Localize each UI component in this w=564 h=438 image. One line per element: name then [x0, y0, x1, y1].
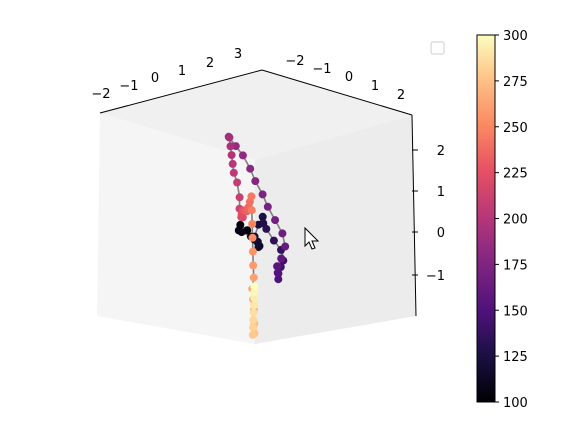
z-tick-label: 2 [437, 144, 445, 159]
cursor-arrow [304, 226, 320, 250]
colorbar-tick-label: 150 [503, 304, 528, 319]
data-point [235, 193, 244, 202]
data-point [226, 142, 235, 151]
data-point [249, 273, 258, 282]
data-point [233, 178, 242, 187]
x-tick-label: 3 [234, 47, 242, 62]
left-pane [97, 113, 255, 344]
legend-box [430, 41, 445, 55]
data-point [258, 190, 267, 199]
z-axis-line [411, 114, 417, 317]
colorbar-tick-label: 175 [503, 258, 528, 273]
data-point [225, 133, 234, 142]
data-point [258, 212, 267, 221]
colorbar-tick-label: 100 [503, 396, 528, 411]
data-point [248, 233, 257, 242]
data-point [249, 316, 258, 324]
x-tick-label: 2 [206, 56, 214, 71]
data-point [250, 301, 258, 310]
data-point [281, 242, 290, 251]
data-point [251, 177, 260, 186]
data-point [237, 228, 246, 237]
x-tick-label: −2 [91, 87, 110, 102]
colorbar-tick-label: 275 [503, 75, 528, 90]
data-point [228, 159, 237, 168]
y-tick-label: 2 [397, 88, 405, 103]
colorbar-tick-label: 125 [503, 350, 528, 365]
right-pane [255, 115, 416, 344]
data-point [274, 275, 283, 284]
data-point [246, 164, 255, 173]
y-tick-label: 0 [345, 70, 353, 85]
data-point [249, 261, 258, 270]
data-point [227, 151, 236, 160]
colorbar-gradient [476, 34, 496, 403]
data-point [277, 254, 286, 263]
data-point [229, 168, 238, 177]
y-axis-ticks: −2 −1 0 1 2 [285, 54, 405, 103]
colorbar-tick-label: 300 [503, 29, 528, 44]
colorbar-tick-label: 250 [503, 121, 528, 136]
colorbar-tick-label: 200 [503, 213, 528, 228]
colorbar-tick-label: 225 [503, 167, 528, 182]
data-point [271, 216, 280, 225]
mouse-pointer-icon [304, 226, 320, 250]
data-point [238, 151, 247, 160]
z-tick-label: 0 [437, 226, 445, 241]
data-point [263, 202, 272, 211]
axis-lines [99, 69, 417, 317]
data-point [250, 293, 259, 302]
y-axis-line [261, 69, 413, 116]
data-point [248, 247, 257, 256]
y-tick-label: 1 [371, 79, 379, 94]
x-axis-line [99, 69, 263, 114]
x-tick-label: 0 [151, 71, 159, 86]
data-point [249, 308, 258, 317]
legend [430, 41, 445, 55]
x-tick-label: −1 [119, 79, 138, 94]
data-series [224, 132, 290, 339]
colorbar: 300 275 250 225 200 175 150 125 100 [476, 29, 528, 411]
z-axis-ticks: 2 1 0 −1 [412, 144, 445, 284]
data-point [269, 236, 278, 245]
data-point [262, 224, 271, 233]
data-point [250, 288, 259, 297]
data-point [273, 262, 282, 271]
data-point [247, 206, 256, 215]
data-point [273, 268, 282, 277]
data-point [250, 282, 259, 291]
data-point [248, 330, 257, 339]
z-tick-label: −1 [426, 269, 445, 284]
data-point [248, 220, 257, 228]
x-tick-label: 1 [178, 64, 186, 79]
data-point [249, 323, 257, 332]
y-tick-label: −1 [312, 62, 331, 77]
data-point [247, 192, 256, 201]
data-point [278, 229, 287, 238]
x-axis-ticks: −2 −1 0 1 2 3 [91, 47, 242, 102]
z-tick-label: 1 [437, 185, 445, 200]
y-tick-label: −2 [285, 54, 304, 69]
